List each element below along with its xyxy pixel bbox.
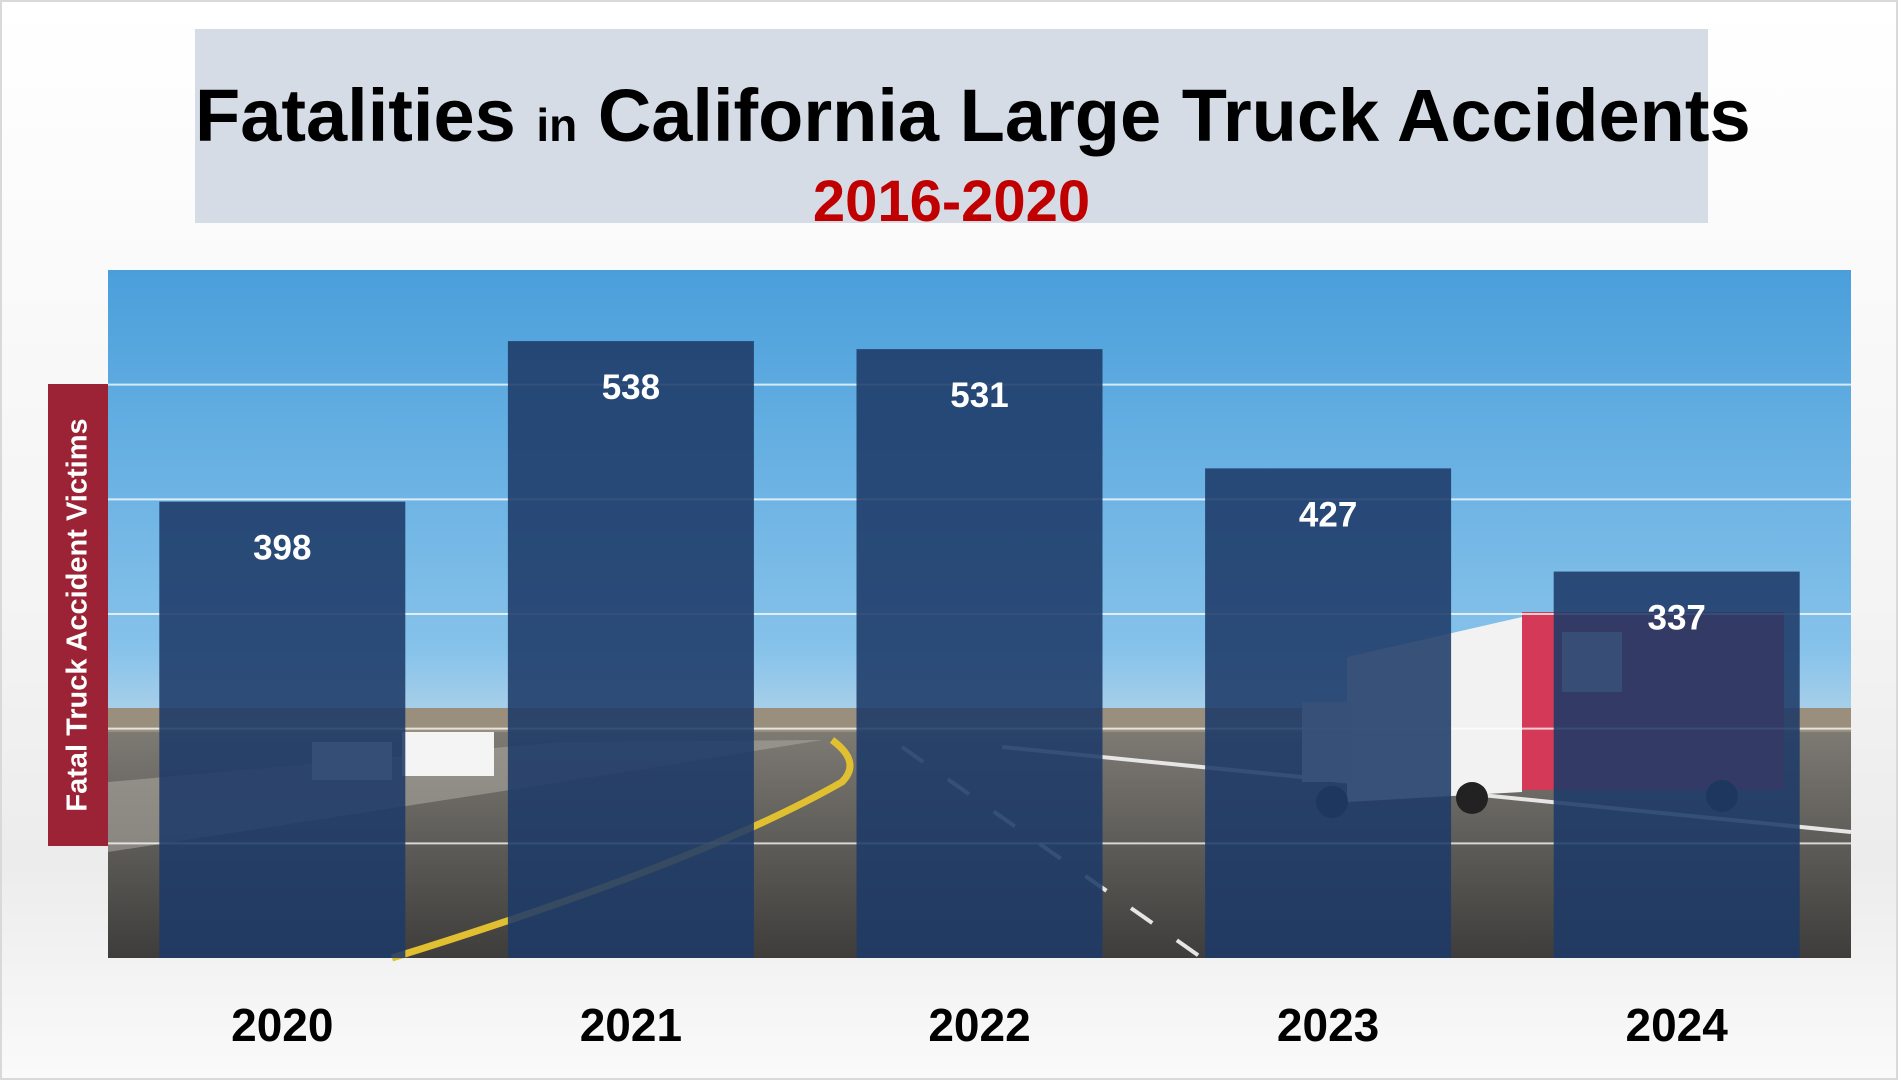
y-axis-label: Fatal Truck Accident Victims bbox=[61, 418, 94, 812]
data-label-2020: 398 bbox=[253, 529, 311, 568]
title-part-3: California Large Truck Accidents bbox=[597, 74, 1751, 157]
title-part-1: Fatalities bbox=[195, 74, 516, 157]
data-label-2022: 531 bbox=[950, 376, 1008, 415]
bar-2022 bbox=[856, 349, 1103, 958]
x-tick-label-2024: 2024 bbox=[1626, 999, 1729, 1051]
chart-subtitle: 2016-2020 bbox=[812, 169, 1091, 234]
data-label-2024: 337 bbox=[1647, 599, 1705, 638]
bars: 398 538 531 427 337 bbox=[159, 341, 1800, 958]
y-axis-label-box: Fatal Truck Accident Victims bbox=[48, 384, 108, 846]
bar-2021 bbox=[507, 341, 754, 958]
x-tick-label-2023: 2023 bbox=[1277, 999, 1379, 1051]
title-box: Fatalities in California Large Truck Acc… bbox=[195, 29, 1751, 234]
chart-title: Fatalities in California Large Truck Acc… bbox=[195, 69, 1751, 172]
x-tick-label-2020: 2020 bbox=[231, 999, 333, 1051]
bar-2024 bbox=[1553, 571, 1800, 958]
x-axis-labels: 2020 2021 2022 2023 2024 bbox=[231, 999, 1728, 1051]
data-label-2023: 427 bbox=[1299, 495, 1357, 534]
bar-2023 bbox=[1205, 468, 1452, 958]
x-tick-label-2021: 2021 bbox=[580, 999, 682, 1051]
title-part-2: in bbox=[536, 99, 578, 151]
bar-2020 bbox=[159, 501, 406, 958]
x-tick-label-2022: 2022 bbox=[928, 999, 1030, 1051]
data-label-2021: 538 bbox=[602, 368, 660, 407]
